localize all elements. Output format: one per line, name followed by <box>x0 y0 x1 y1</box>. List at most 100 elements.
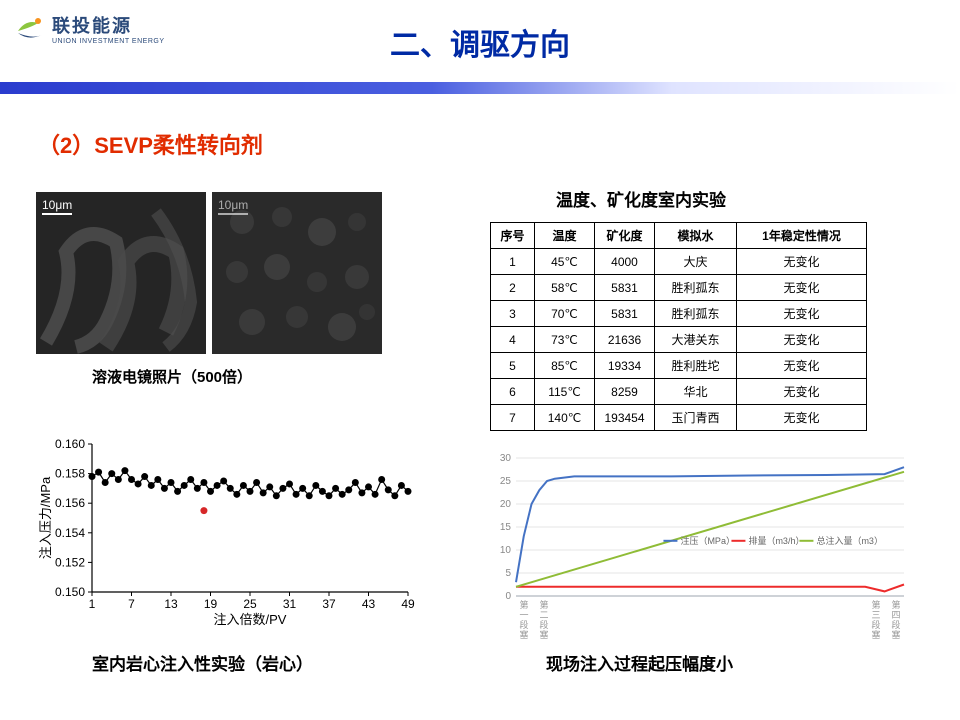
table-header-cell: 1年稳定性情况 <box>737 223 867 249</box>
table-cell: 无变化 <box>737 353 867 379</box>
table-cell: 华北 <box>655 379 737 405</box>
svg-text:段: 段 <box>519 619 528 630</box>
table-cell: 2 <box>491 275 535 301</box>
sem-scale-2: 10μm <box>218 198 248 215</box>
svg-text:塞: 塞 <box>891 629 900 640</box>
table-cell: 5831 <box>595 275 655 301</box>
svg-text:第: 第 <box>519 599 528 610</box>
stability-table: 序号温度矿化度模拟水1年稳定性情况 145℃4000大庆无变化258℃5831胜… <box>490 222 867 431</box>
table-cell: 胜利孤东 <box>655 301 737 327</box>
logo-text-cn: 联投能源 <box>52 12 165 38</box>
table-row: 258℃5831胜利孤东无变化 <box>491 275 867 301</box>
sem-image-2: 10μm <box>212 192 382 354</box>
table-cell: 玉门青西 <box>655 405 737 431</box>
table-row: 370℃5831胜利孤东无变化 <box>491 301 867 327</box>
table-cell: 193454 <box>595 405 655 431</box>
table-cell: 5831 <box>595 301 655 327</box>
svg-text:0.152: 0.152 <box>55 555 85 569</box>
sem-scale-1: 10μm <box>42 198 72 215</box>
table-row: 473℃21636大港关东无变化 <box>491 327 867 353</box>
svg-text:31: 31 <box>283 597 297 611</box>
svg-text:三: 三 <box>871 610 880 620</box>
table-cell: 8259 <box>595 379 655 405</box>
svg-text:0.156: 0.156 <box>55 496 85 510</box>
svg-text:塞: 塞 <box>539 629 548 640</box>
svg-text:49: 49 <box>401 597 415 611</box>
svg-text:注入倍数/PV: 注入倍数/PV <box>214 612 287 627</box>
table-cell: 胜利胜坨 <box>655 353 737 379</box>
svg-text:13: 13 <box>164 597 178 611</box>
table-cell: 21636 <box>595 327 655 353</box>
svg-text:25: 25 <box>243 597 257 611</box>
svg-text:10: 10 <box>500 545 512 556</box>
svg-text:第: 第 <box>871 599 880 610</box>
svg-text:塞: 塞 <box>519 629 528 640</box>
company-logo: 联投能源 UNION INVESTMENT ENERGY <box>14 12 165 45</box>
table-cell: 73℃ <box>535 327 595 353</box>
table-cell: 4000 <box>595 249 655 275</box>
table-cell: 6 <box>491 379 535 405</box>
svg-text:43: 43 <box>362 597 376 611</box>
svg-text:19: 19 <box>204 597 218 611</box>
svg-text:二: 二 <box>539 610 548 620</box>
table-cell: 19334 <box>595 353 655 379</box>
table-header-cell: 序号 <box>491 223 535 249</box>
table-cell: 无变化 <box>737 379 867 405</box>
svg-text:注入压力/MPa: 注入压力/MPa <box>38 476 53 559</box>
svg-text:段: 段 <box>539 619 548 630</box>
slide-title: 二、调驱方向 <box>390 20 570 64</box>
svg-text:注压（MPa）: 注压（MPa） <box>680 535 735 546</box>
svg-text:段: 段 <box>891 619 900 630</box>
table-cell: 85℃ <box>535 353 595 379</box>
svg-text:20: 20 <box>500 499 512 510</box>
svg-text:1: 1 <box>89 597 96 611</box>
svg-text:0.158: 0.158 <box>55 467 85 481</box>
table-cell: 140℃ <box>535 405 595 431</box>
svg-text:四: 四 <box>891 610 900 620</box>
chart-left-caption: 室内岩心注入性实验（岩心） <box>92 650 313 675</box>
table-header-cell: 温度 <box>535 223 595 249</box>
table-cell: 无变化 <box>737 249 867 275</box>
slide-header: 联投能源 UNION INVESTMENT ENERGY 二、调驱方向 <box>0 0 960 95</box>
header-gradient-bar <box>0 82 960 94</box>
injection-pressure-chart: 0.1500.1520.1540.1560.1580.1601713192531… <box>38 438 416 628</box>
table-cell: 1 <box>491 249 535 275</box>
table-row: 585℃19334胜利胜坨无变化 <box>491 353 867 379</box>
svg-text:0.154: 0.154 <box>55 526 85 540</box>
table-cell: 5 <box>491 353 535 379</box>
sem-caption: 溶液电镜照片（500倍） <box>92 366 252 387</box>
table-row: 145℃4000大庆无变化 <box>491 249 867 275</box>
table-row: 6115℃8259华北无变化 <box>491 379 867 405</box>
table-cell: 大港关东 <box>655 327 737 353</box>
table-title: 温度、矿化度室内实验 <box>556 186 726 211</box>
table-cell: 胜利孤东 <box>655 275 737 301</box>
table-cell: 无变化 <box>737 301 867 327</box>
table-cell: 无变化 <box>737 405 867 431</box>
logo-text-en: UNION INVESTMENT ENERGY <box>52 38 165 45</box>
table-cell: 45℃ <box>535 249 595 275</box>
table-header-cell: 模拟水 <box>655 223 737 249</box>
svg-text:排量（m3/h）: 排量（m3/h） <box>748 535 804 546</box>
table-cell: 115℃ <box>535 379 595 405</box>
svg-text:5: 5 <box>505 568 511 579</box>
svg-text:总注入量（m3）: 总注入量（m3） <box>816 535 883 546</box>
chart-right-caption: 现场注入过程起压幅度小 <box>546 650 733 675</box>
svg-text:0: 0 <box>505 591 511 602</box>
svg-text:一: 一 <box>519 610 528 620</box>
table-cell: 3 <box>491 301 535 327</box>
svg-text:段: 段 <box>871 619 880 630</box>
table-header-cell: 矿化度 <box>595 223 655 249</box>
svg-text:塞: 塞 <box>871 629 880 640</box>
svg-text:15: 15 <box>500 522 512 533</box>
svg-text:37: 37 <box>322 597 336 611</box>
field-injection-chart: 051015202530注压（MPa）排量（m3/h）总注入量（m3）第一段塞第… <box>490 452 912 640</box>
table-cell: 58℃ <box>535 275 595 301</box>
sem-image-1: 10μm <box>36 192 206 354</box>
section-subtitle: （2）SEVP柔性转向剂 <box>38 128 263 160</box>
svg-text:30: 30 <box>500 453 512 464</box>
logo-icon <box>14 13 46 45</box>
svg-text:0.150: 0.150 <box>55 585 85 599</box>
table-row: 7140℃193454玉门青西无变化 <box>491 405 867 431</box>
table-cell: 4 <box>491 327 535 353</box>
table-cell: 大庆 <box>655 249 737 275</box>
